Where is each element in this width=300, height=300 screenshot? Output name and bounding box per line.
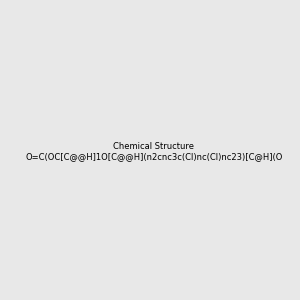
Text: Chemical Structure
O=C(OC[C@@H]1O[C@@H](n2cnc3c(Cl)nc(Cl)nc23)[C@H](O: Chemical Structure O=C(OC[C@@H]1O[C@@H](… bbox=[25, 142, 282, 161]
